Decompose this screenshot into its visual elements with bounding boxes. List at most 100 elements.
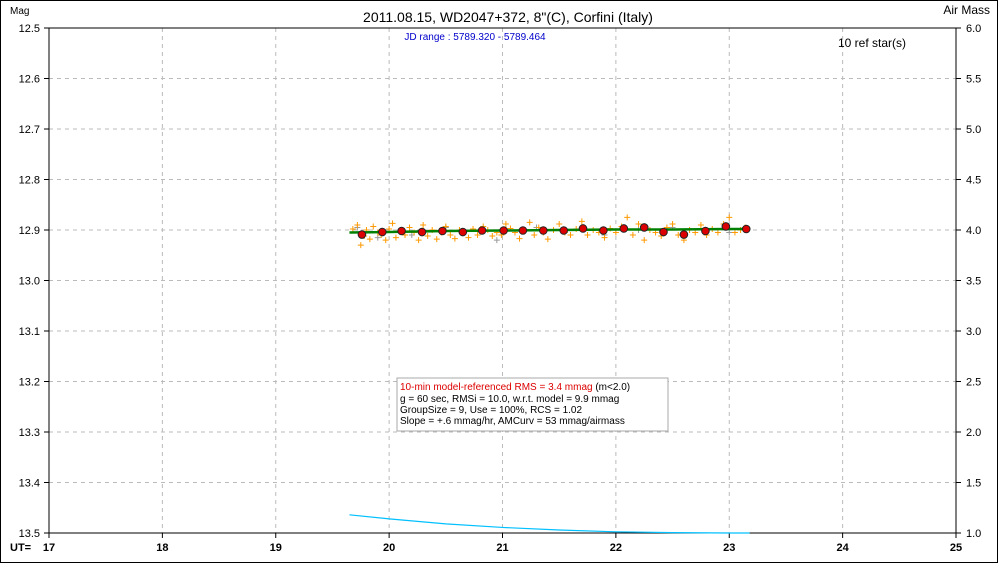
model-line xyxy=(349,227,750,234)
rejected-point xyxy=(374,234,381,241)
stats-rms-cond: (m<2.0) xyxy=(593,382,631,393)
airmass-curve xyxy=(349,514,750,534)
raw-point xyxy=(366,236,373,243)
x-axis-label: UT= xyxy=(10,542,31,554)
raw-point xyxy=(349,225,356,232)
y-tick-label: 13.4 xyxy=(19,478,40,490)
x-tick-label: 22 xyxy=(610,542,622,554)
binned-point xyxy=(417,227,427,237)
binned-point xyxy=(397,226,406,236)
y2-tick-label: 3.0 xyxy=(966,326,981,338)
raw-point xyxy=(584,232,591,239)
raw-point xyxy=(697,221,704,228)
raw-point xyxy=(447,232,454,239)
y-tick-label: 12.9 xyxy=(19,225,40,237)
raw-point xyxy=(382,237,389,244)
raw-point xyxy=(635,220,642,227)
raw-point xyxy=(354,221,361,228)
binned-point xyxy=(539,226,548,235)
raw-point xyxy=(714,229,721,236)
y-tick-label: 13.3 xyxy=(19,427,40,439)
raw-point xyxy=(465,234,472,241)
binned-point xyxy=(701,226,710,236)
binned-point xyxy=(639,223,649,232)
y-axis-label: Mag xyxy=(10,6,29,17)
y-tick-label: 13.0 xyxy=(19,276,40,288)
binned-point xyxy=(559,226,569,235)
y-tick-label: 13.1 xyxy=(19,326,40,338)
binned-point xyxy=(679,230,689,239)
binned-point xyxy=(599,226,608,235)
stats-line-4: Slope = +.6 mmag/hr, AMCurv = 53 mmag/ai… xyxy=(400,416,625,427)
raw-point xyxy=(424,233,431,240)
ref-stars-label: 10 ref star(s) xyxy=(838,36,906,50)
raw-point xyxy=(406,224,413,231)
rejected-point xyxy=(726,229,733,236)
raw-point xyxy=(544,236,551,243)
binned-point xyxy=(499,226,508,235)
binned-point xyxy=(477,226,487,235)
binned-point xyxy=(741,224,751,234)
y2-tick-label: 4.0 xyxy=(966,225,981,237)
grid xyxy=(49,28,956,533)
raw-point xyxy=(502,220,509,227)
raw-point xyxy=(669,220,676,227)
rejected-point xyxy=(493,237,500,244)
y-tick-label: 12.6 xyxy=(19,74,40,86)
binned-point xyxy=(378,227,387,237)
binned-point xyxy=(619,224,629,233)
binned-point xyxy=(357,230,367,239)
raw-point xyxy=(531,232,538,239)
x-tick-label: 17 xyxy=(43,542,55,554)
raw-point xyxy=(415,237,422,244)
raw-point xyxy=(516,235,523,242)
chart-title: 2011.08.15, WD2047+372, 8"(C), Corfini (… xyxy=(363,9,653,25)
binned-point xyxy=(578,224,588,233)
y2-axis-label: Air Mass xyxy=(943,3,990,17)
raw-point xyxy=(601,234,608,241)
raw-point xyxy=(420,221,427,228)
raw-point xyxy=(526,219,533,226)
stats-box: 10-min model-referenced RMS = 3.4 mmag (… xyxy=(396,377,669,432)
x-tick-label: 20 xyxy=(383,542,395,554)
raw-point xyxy=(489,233,496,240)
chart-subtitle: JD range : 5789.320 - 5789.464 xyxy=(404,32,546,43)
svg-text:10-min model-referenced RMS =: 10-min model-referenced RMS = 3.4 mmag (… xyxy=(400,382,630,393)
x-tick-label: 23 xyxy=(723,542,735,554)
stats-rms: 10-min model-referenced RMS = 3.4 mmag xyxy=(400,382,593,393)
marks xyxy=(349,214,751,534)
y2-tick-label: 5.5 xyxy=(966,74,981,86)
y2-tick-label: 2.0 xyxy=(966,427,981,439)
binned-point xyxy=(438,226,447,236)
raw-point xyxy=(731,229,738,236)
stats-line-2: g = 60 sec, RMSi = 10.0, w.r.t. model = … xyxy=(400,394,619,405)
ticks: 17 18 19 20 21 22 23 24 25 12.5 12.6 12.7 12.8 12.9 13… xyxy=(19,23,982,554)
raw-point xyxy=(567,232,574,239)
raw-point xyxy=(389,220,396,227)
x-tick-label: 19 xyxy=(270,542,282,554)
x-tick-label: 24 xyxy=(837,542,850,554)
raw-point xyxy=(624,214,631,221)
y-tick-label: 12.8 xyxy=(19,175,40,187)
raw-point xyxy=(556,220,563,227)
y-tick-label: 13.2 xyxy=(19,377,40,389)
raw-point xyxy=(726,214,733,221)
y-tick-label: 12.5 xyxy=(19,23,40,35)
raw-point xyxy=(392,234,399,241)
y2-tick-label: 2.5 xyxy=(966,377,981,389)
raw-point xyxy=(578,218,585,225)
binned-point xyxy=(518,226,528,235)
y2-tick-label: 1.5 xyxy=(966,478,981,490)
raw-point xyxy=(451,235,458,242)
stats-line-3: GroupSize = 9, Use = 100%, RCS = 1.02 xyxy=(400,405,582,416)
y2-tick-label: 3.5 xyxy=(966,276,981,288)
y2-tick-label: 5.0 xyxy=(966,124,981,136)
raw-point xyxy=(357,242,364,249)
binned-point xyxy=(458,227,468,237)
y-tick-label: 12.7 xyxy=(19,124,40,136)
y2-tick-label: 4.5 xyxy=(966,175,981,187)
raw-point xyxy=(641,237,648,244)
